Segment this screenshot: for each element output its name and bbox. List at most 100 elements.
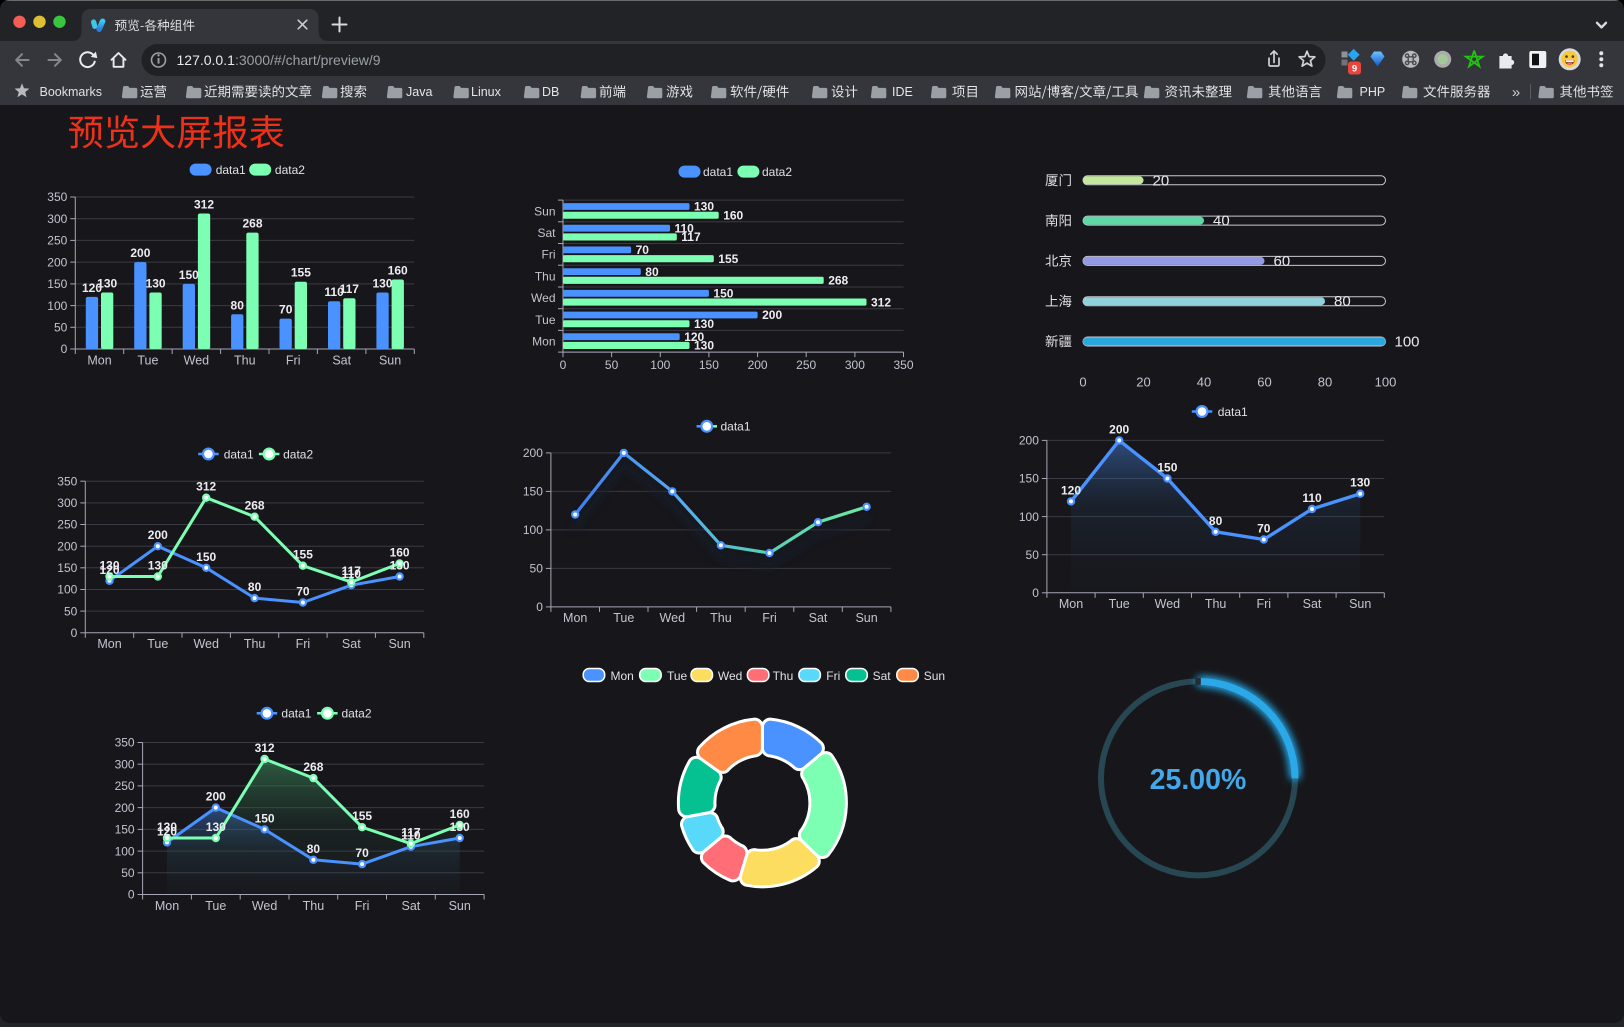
svg-text:Wed: Wed xyxy=(184,354,210,368)
svg-text:Tue: Tue xyxy=(147,637,168,651)
svg-text:200: 200 xyxy=(148,528,168,542)
svg-text:100: 100 xyxy=(1375,375,1397,390)
svg-text:110: 110 xyxy=(1302,491,1322,505)
svg-text:130: 130 xyxy=(694,317,714,331)
svg-text:300: 300 xyxy=(47,212,67,226)
svg-text:70: 70 xyxy=(1257,522,1271,536)
svg-text:250: 250 xyxy=(796,358,816,372)
svg-text:Fri: Fri xyxy=(762,611,777,625)
svg-text:160: 160 xyxy=(450,807,470,821)
svg-text:data1: data1 xyxy=(281,707,311,721)
svg-text:Sun: Sun xyxy=(388,637,410,651)
svg-text:80: 80 xyxy=(1209,514,1223,528)
svg-text:120: 120 xyxy=(99,563,119,577)
svg-text:IDE: IDE xyxy=(892,85,913,99)
svg-text:Mon: Mon xyxy=(97,637,121,651)
svg-text:130: 130 xyxy=(97,277,117,291)
svg-text:155: 155 xyxy=(352,809,372,823)
svg-text:Sun: Sun xyxy=(449,899,471,913)
svg-text:data2: data2 xyxy=(275,163,305,177)
svg-text:50: 50 xyxy=(64,604,78,618)
svg-text:268: 268 xyxy=(828,274,848,288)
svg-text:200: 200 xyxy=(762,308,782,322)
svg-text:0: 0 xyxy=(1079,375,1086,390)
svg-text:data2: data2 xyxy=(342,707,372,721)
svg-text:DB: DB xyxy=(542,85,559,99)
svg-text:Thu: Thu xyxy=(244,637,266,651)
svg-text:155: 155 xyxy=(718,252,738,266)
svg-text:150: 150 xyxy=(57,561,77,575)
svg-text:200: 200 xyxy=(57,539,77,553)
svg-text:120: 120 xyxy=(684,330,704,344)
svg-text:268: 268 xyxy=(303,760,323,774)
svg-text:120: 120 xyxy=(157,824,177,838)
svg-text:Tue: Tue xyxy=(535,313,556,327)
svg-text:Wed: Wed xyxy=(1155,597,1181,611)
svg-text:200: 200 xyxy=(1109,422,1129,436)
svg-text:Tue: Tue xyxy=(667,669,688,683)
svg-text:Sun: Sun xyxy=(534,204,555,218)
svg-text:0: 0 xyxy=(1032,586,1039,600)
svg-text:117: 117 xyxy=(401,826,421,840)
svg-text:50: 50 xyxy=(54,321,68,335)
svg-text:268: 268 xyxy=(245,499,265,513)
svg-text:25.00%: 25.00% xyxy=(1150,764,1247,796)
svg-text:Sat: Sat xyxy=(1303,597,1322,611)
svg-text:300: 300 xyxy=(57,496,77,510)
svg-text:300: 300 xyxy=(115,757,135,771)
svg-text:0: 0 xyxy=(128,888,135,902)
svg-text:Wed: Wed xyxy=(660,611,686,625)
svg-text:110: 110 xyxy=(675,221,695,235)
svg-text:155: 155 xyxy=(293,548,313,562)
svg-text:200: 200 xyxy=(748,358,768,372)
svg-text:130: 130 xyxy=(148,559,168,573)
svg-text:Sat: Sat xyxy=(873,669,892,683)
svg-text:100: 100 xyxy=(57,583,77,597)
svg-text:300: 300 xyxy=(845,358,865,372)
svg-text:0: 0 xyxy=(71,626,78,640)
svg-text:70: 70 xyxy=(296,585,310,599)
svg-text:Sat: Sat xyxy=(537,226,556,240)
svg-text:Java: Java xyxy=(406,85,432,99)
svg-text:Sat: Sat xyxy=(342,637,361,651)
svg-text:200: 200 xyxy=(523,446,543,460)
svg-text:150: 150 xyxy=(255,811,275,825)
svg-text:130: 130 xyxy=(206,820,226,834)
svg-text:Wed: Wed xyxy=(193,637,219,651)
svg-text:200: 200 xyxy=(115,801,135,815)
svg-text:Tue: Tue xyxy=(613,611,634,625)
svg-text:150: 150 xyxy=(1157,461,1177,475)
svg-text:PHP: PHP xyxy=(1360,85,1386,99)
svg-text:Bookmarks: Bookmarks xyxy=(40,85,103,99)
svg-text:40: 40 xyxy=(1197,375,1211,390)
svg-text:data2: data2 xyxy=(283,447,313,461)
svg-text:Thu: Thu xyxy=(535,269,556,283)
svg-text:70: 70 xyxy=(355,846,369,860)
svg-text:Thu: Thu xyxy=(773,669,794,683)
svg-text:Fri: Fri xyxy=(542,248,556,262)
svg-text:130: 130 xyxy=(157,820,177,834)
svg-text:250: 250 xyxy=(115,779,135,793)
svg-text:110: 110 xyxy=(401,829,421,843)
svg-text:130: 130 xyxy=(694,200,714,214)
svg-text:80: 80 xyxy=(231,298,245,312)
svg-text:117: 117 xyxy=(340,282,360,296)
svg-text:Sat: Sat xyxy=(402,899,421,913)
svg-text:Sat: Sat xyxy=(809,611,828,625)
svg-text:160: 160 xyxy=(388,264,408,278)
svg-text:250: 250 xyxy=(47,234,67,248)
svg-text:268: 268 xyxy=(242,217,262,231)
svg-text:117: 117 xyxy=(342,564,362,578)
svg-text:150: 150 xyxy=(523,485,543,499)
svg-text:200: 200 xyxy=(1019,434,1039,448)
svg-text:data1: data1 xyxy=(216,163,246,177)
svg-text:100: 100 xyxy=(47,299,67,313)
svg-text:130: 130 xyxy=(390,559,410,573)
svg-text:Fri: Fri xyxy=(286,354,301,368)
svg-text:Wed: Wed xyxy=(531,291,555,305)
svg-text::3000/#/chart/preview/9: :3000/#/chart/preview/9 xyxy=(235,52,381,68)
svg-text:Sun: Sun xyxy=(379,354,401,368)
svg-text:130: 130 xyxy=(146,277,166,291)
svg-text:9: 9 xyxy=(1352,63,1357,74)
svg-text:80: 80 xyxy=(307,842,321,856)
